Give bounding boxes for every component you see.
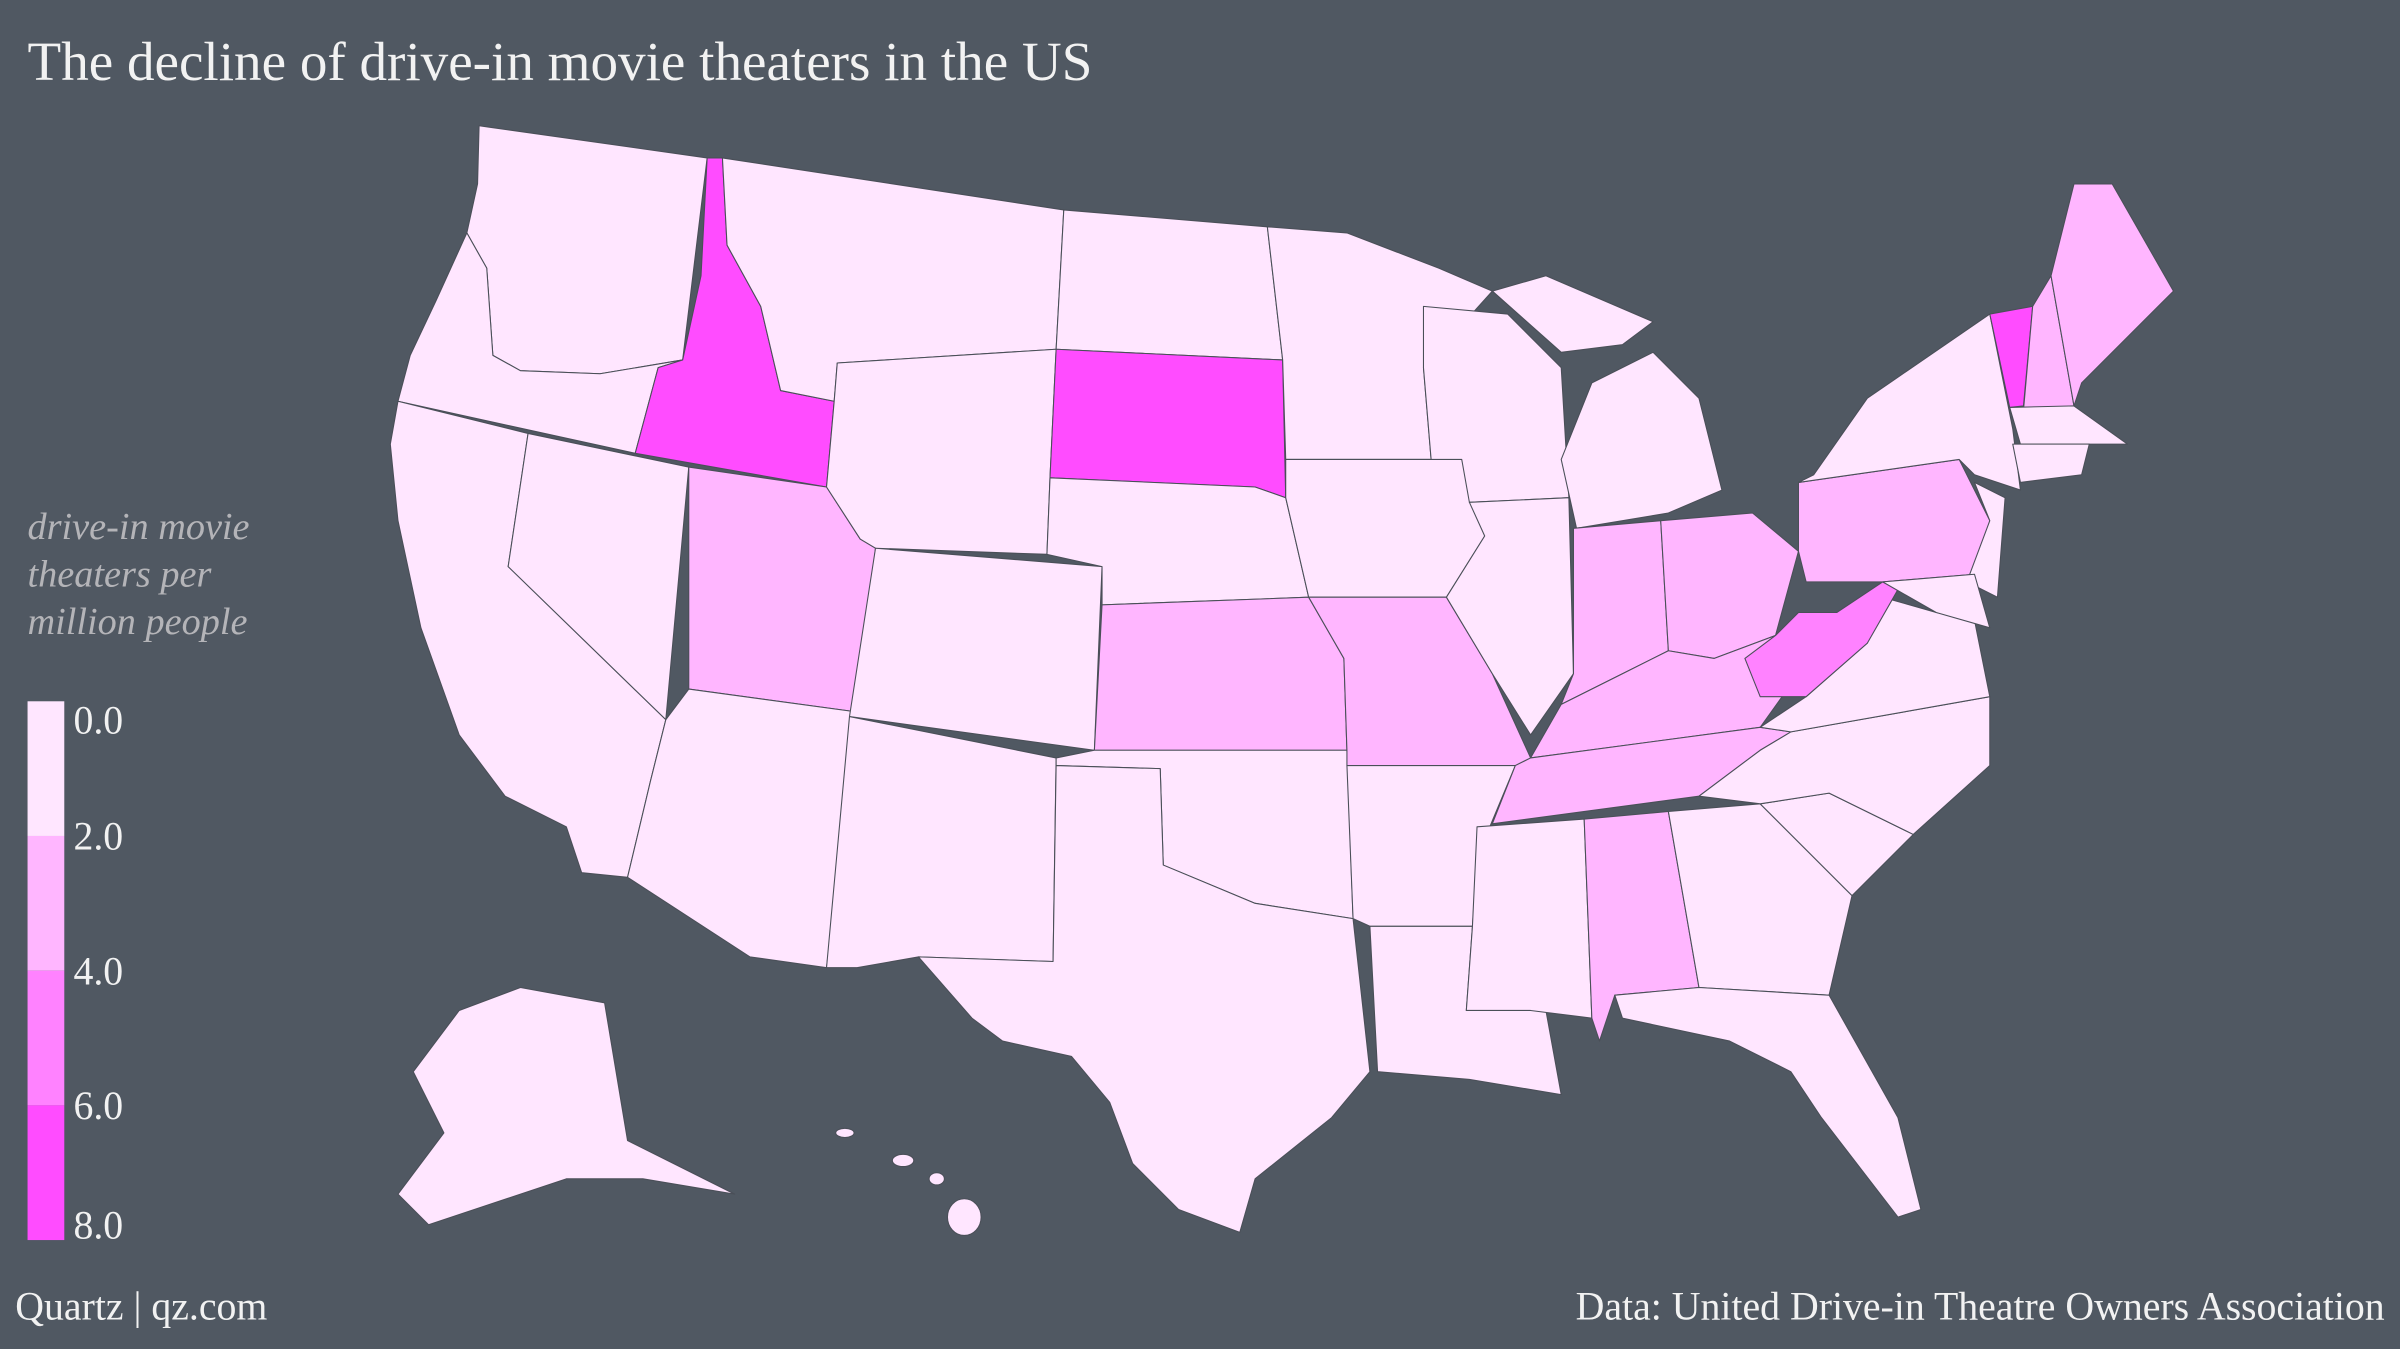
legend-swatch <box>27 970 65 1106</box>
state <box>928 1172 945 1186</box>
legend-swatch <box>27 835 65 971</box>
state <box>1093 596 1348 751</box>
state <box>1614 986 1922 1218</box>
state <box>825 348 1057 555</box>
state <box>466 125 708 375</box>
state <box>1966 481 2006 598</box>
legend-title: million people <box>28 601 248 643</box>
state <box>946 1198 982 1237</box>
state <box>891 1153 915 1168</box>
state <box>1055 209 1284 361</box>
legend: drive-in movie theaters per million peop… <box>27 506 250 1248</box>
state <box>848 547 1103 751</box>
state <box>1560 351 1723 529</box>
credit: Quartz | qz.com <box>15 1285 267 1329</box>
source: Data: United Drive-in Theatre Owners Ass… <box>1576 1285 2385 1329</box>
title: The decline of drive-in movie theaters i… <box>28 31 1093 92</box>
legend-title: drive-in movie <box>28 506 250 548</box>
legend-tick-label: 4.0 <box>73 949 123 993</box>
state <box>1049 348 1287 499</box>
legend-tick-label: 0.0 <box>73 698 123 742</box>
legend-swatch <box>27 1105 65 1241</box>
state <box>2009 405 2129 445</box>
legend-tick-label: 2.0 <box>73 815 123 859</box>
state <box>2012 443 2090 483</box>
state <box>1465 818 1593 1019</box>
state <box>825 716 1057 969</box>
legend-title: theaters per <box>28 553 212 595</box>
state <box>1445 497 1575 736</box>
states <box>389 125 2175 1237</box>
state <box>1285 458 1486 598</box>
state <box>1797 313 2021 491</box>
state <box>1667 803 1853 996</box>
state <box>835 1127 855 1139</box>
state <box>1491 275 1654 353</box>
state <box>1882 573 1991 629</box>
legend-swatch <box>27 701 65 836</box>
legend-tick-label: 8.0 <box>73 1204 123 1248</box>
state <box>917 765 1371 1233</box>
state <box>1698 696 1991 835</box>
legend-tick-label: 6.0 <box>73 1084 123 1128</box>
state <box>397 986 736 1226</box>
